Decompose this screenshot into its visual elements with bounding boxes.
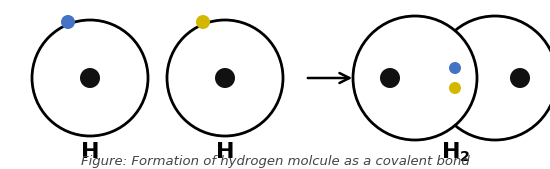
Circle shape [215,68,235,88]
Circle shape [510,68,530,88]
Circle shape [433,16,550,140]
Circle shape [80,68,100,88]
Text: H: H [216,142,234,162]
Circle shape [449,82,461,94]
Circle shape [167,20,283,136]
Text: H: H [81,142,99,162]
Text: 2: 2 [460,150,470,164]
Circle shape [61,15,75,29]
Circle shape [353,16,477,140]
Circle shape [32,20,148,136]
Text: Figure: Formation of hydrogen molcule as a covalent bond: Figure: Formation of hydrogen molcule as… [81,155,469,168]
Circle shape [380,68,400,88]
Circle shape [449,62,461,74]
Circle shape [196,15,210,29]
Text: H: H [442,142,460,162]
